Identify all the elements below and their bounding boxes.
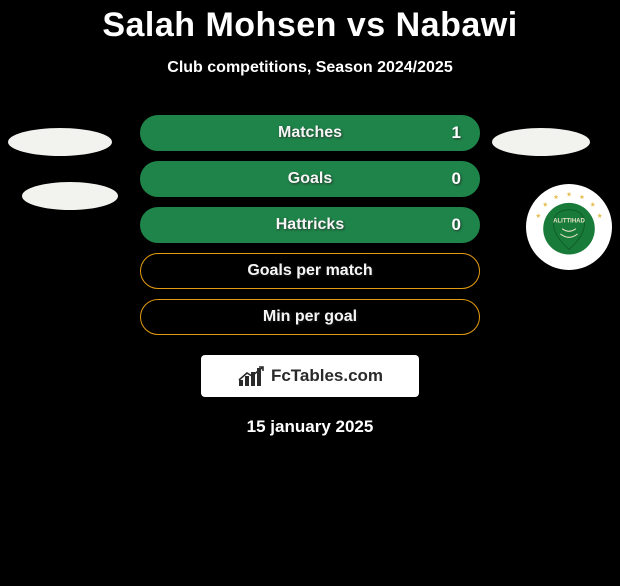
subtitle: Club competitions, Season 2024/2025 <box>0 59 620 77</box>
svg-text:ALITTIHAD: ALITTIHAD <box>553 219 585 225</box>
stat-label: Hattricks <box>276 216 344 234</box>
stat-label: Goals <box>288 170 332 188</box>
stat-row: Min per goal <box>140 299 480 335</box>
player-right-photo-placeholder <box>492 128 590 156</box>
fctables-label: FcTables.com <box>271 366 383 386</box>
player-left-photo-placeholder <box>8 128 112 156</box>
stat-row: Matches 1 <box>140 115 480 151</box>
club-badge-right: ALITTIHAD <box>526 184 612 270</box>
shield-icon: ALITTIHAD <box>526 184 612 270</box>
player-left-photo-placeholder <box>22 182 118 210</box>
stat-value-right: 0 <box>452 169 461 189</box>
generated-date: 15 january 2025 <box>0 417 620 437</box>
stat-label: Goals per match <box>247 262 372 280</box>
fctables-attribution: FcTables.com <box>201 355 419 397</box>
stat-row: Goals per match <box>140 253 480 289</box>
stat-label: Matches <box>278 124 342 142</box>
stat-row: Goals 0 <box>140 161 480 197</box>
stat-value-right: 0 <box>452 215 461 235</box>
stat-value-right: 1 <box>452 123 461 143</box>
stat-row: Hattricks 0 <box>140 207 480 243</box>
page-title: Salah Mohsen vs Nabawi <box>0 6 620 45</box>
stat-label: Min per goal <box>263 308 357 326</box>
bar-chart-icon <box>237 366 265 386</box>
